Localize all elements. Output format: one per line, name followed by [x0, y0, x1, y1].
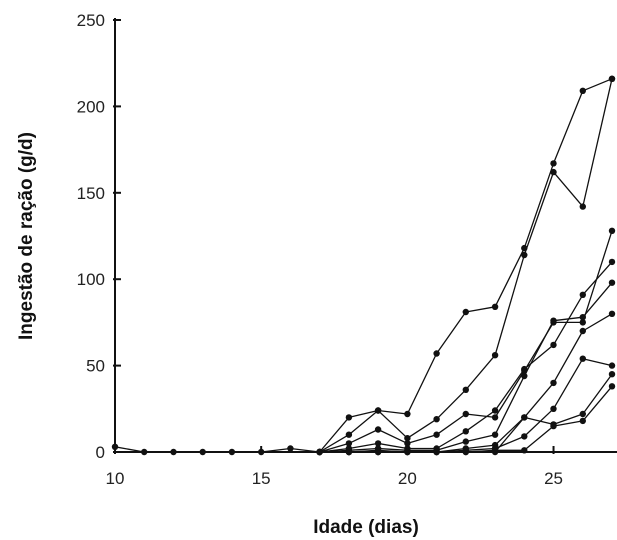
data-point [433, 350, 440, 357]
series-3 [316, 227, 616, 456]
y-tick-label: 250 [77, 11, 105, 30]
data-point [608, 371, 616, 378]
data-point [404, 440, 411, 447]
data-point [521, 365, 528, 373]
series-line [114, 78, 613, 453]
data-point [345, 440, 353, 447]
series-line [319, 282, 613, 453]
x-tick-label: 20 [398, 469, 417, 488]
data-point [345, 414, 353, 421]
data-point [579, 410, 586, 418]
data-point [462, 438, 469, 445]
y-axis-title: Ingestão de ração (g/d) [16, 132, 37, 340]
data-point [608, 258, 616, 266]
data-point [462, 308, 469, 316]
data-point [550, 422, 557, 430]
y-tick-label: 0 [96, 443, 105, 462]
data-point [608, 362, 616, 369]
data-point [608, 310, 616, 317]
data-point [579, 417, 586, 425]
data-point [491, 431, 499, 438]
series-line [319, 78, 613, 453]
data-point [579, 314, 586, 321]
y-tick-label: 100 [77, 270, 105, 289]
x-tick-label: 15 [252, 469, 271, 488]
data-point [608, 383, 616, 390]
x-axis-title: Idade (dias) [313, 517, 419, 538]
data-point [433, 431, 440, 438]
series-line [319, 358, 613, 453]
data-point [404, 410, 411, 418]
x-tick-label: 10 [106, 469, 125, 488]
data-point [521, 251, 528, 259]
data-point [608, 75, 616, 83]
data-point [462, 386, 469, 393]
series-layer [111, 75, 616, 456]
data-point [579, 203, 586, 210]
data-point [608, 279, 616, 286]
data-point [550, 341, 557, 349]
data-point [404, 435, 411, 442]
data-point [345, 431, 353, 438]
data-point [521, 433, 528, 440]
data-point [608, 227, 616, 234]
data-point [374, 407, 382, 414]
data-point [491, 303, 499, 310]
series-2 [316, 75, 616, 456]
y-tick-label: 200 [77, 97, 105, 116]
data-point [550, 379, 557, 387]
data-point [550, 405, 557, 412]
x-tick-label: 25 [544, 469, 563, 488]
data-point [433, 416, 440, 423]
y-tick-label: 50 [86, 357, 105, 376]
data-point [491, 414, 499, 421]
series-4 [316, 258, 616, 456]
data-point [462, 428, 469, 435]
y-tick-label: 150 [77, 184, 105, 203]
data-point [579, 327, 586, 335]
data-point [521, 414, 528, 421]
data-point [491, 352, 499, 359]
data-point [579, 355, 586, 362]
data-point [374, 440, 382, 447]
data-point [462, 410, 469, 418]
ticks-layer: 0 50 100 150 200 250 10 15 20 25 [77, 11, 563, 488]
data-point [287, 445, 294, 452]
data-point [491, 407, 499, 414]
data-point [521, 372, 528, 380]
data-point [579, 319, 586, 326]
data-point [374, 426, 382, 433]
data-point [550, 160, 557, 167]
data-point [550, 168, 557, 176]
data-point [579, 87, 586, 95]
data-point [579, 291, 586, 298]
data-point [550, 317, 557, 324]
